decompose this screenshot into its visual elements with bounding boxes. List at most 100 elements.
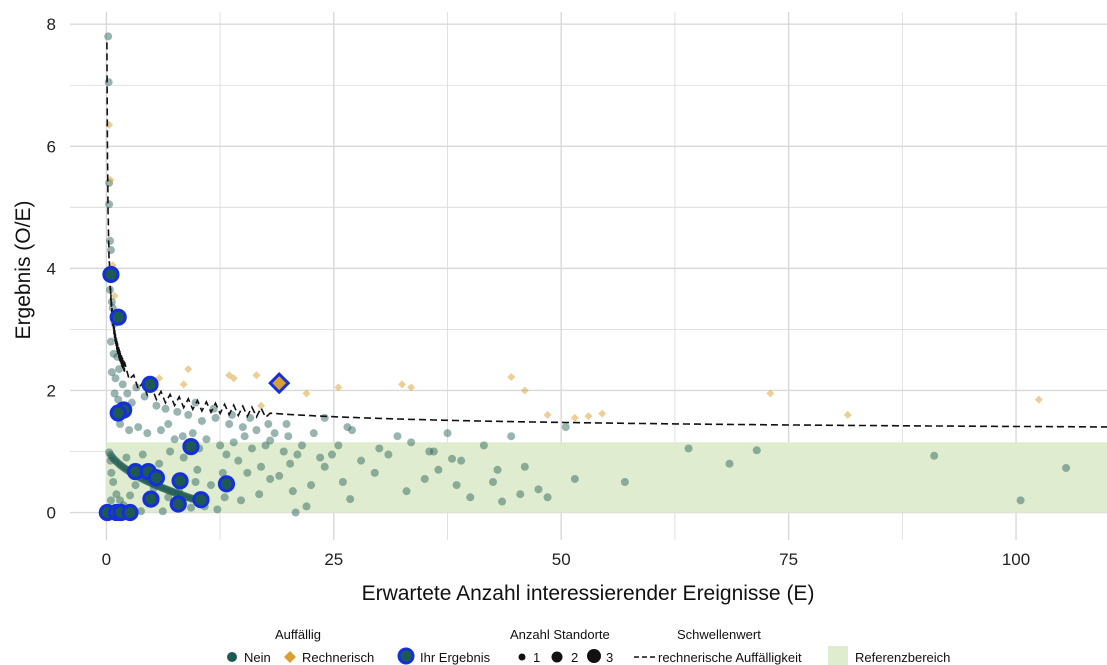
point-nein (620, 478, 629, 487)
point-nein (184, 410, 193, 419)
point-nein (370, 468, 379, 477)
point-nein (266, 436, 275, 445)
y-tick-label: 8 (47, 15, 56, 34)
x-axis-title: Erwartete Anzahl interessierender Ereign… (362, 582, 815, 605)
x-tick-label: 0 (102, 550, 111, 569)
x-tick-label: 75 (779, 550, 798, 569)
point-nein (561, 423, 570, 432)
point-nein (108, 452, 117, 461)
point-rechnerisch (570, 413, 579, 422)
point-nein (106, 456, 115, 465)
reference-area-layer (106, 442, 1107, 513)
point-nein (106, 450, 115, 459)
point-nein (170, 488, 179, 497)
point-nein (507, 432, 516, 441)
point-nein (143, 429, 152, 438)
point-ihr-ergebnis-rechnerisch (268, 372, 291, 395)
legend-key-ihr-ergebnis (397, 647, 415, 665)
point-nein (115, 365, 124, 374)
point-nein (164, 493, 173, 502)
point-nein (282, 420, 291, 429)
point-ihr-ergebnis (121, 503, 139, 522)
point-nein (252, 426, 261, 435)
point-nein (211, 413, 220, 422)
point-nein (136, 507, 145, 516)
point-nein (725, 459, 734, 468)
point-nein (213, 505, 222, 514)
point-nein (122, 453, 131, 462)
point-nein (106, 236, 115, 245)
point-nein (407, 438, 416, 447)
point-rechnerisch (334, 383, 343, 392)
point-nein (138, 450, 147, 459)
legend-label-ihr-ergebnis: Ihr Ergebnis (420, 650, 491, 665)
point-nein (166, 486, 175, 495)
point-rechnerisch (229, 374, 238, 383)
point-nein (229, 438, 238, 447)
point-nein (164, 486, 173, 495)
point-nein (261, 441, 270, 450)
point-rechnerisch (257, 401, 266, 410)
point-nein (375, 444, 384, 453)
x-tick-label: 25 (324, 550, 343, 569)
point-nein (320, 413, 329, 422)
point-nein (191, 478, 200, 487)
point-nein (1016, 496, 1025, 505)
legend-key-size-2 (551, 651, 563, 663)
data-points (104, 32, 1071, 517)
point-nein (452, 481, 461, 490)
point-nein (516, 490, 525, 499)
y-tick-label: 2 (47, 381, 56, 400)
point-nein (420, 474, 429, 483)
point-nein (161, 404, 170, 413)
point-nein (498, 497, 507, 506)
point-nein (393, 432, 402, 441)
point-nein (425, 447, 434, 456)
point-nein (188, 429, 197, 438)
point-ihr-ergebnis (217, 475, 236, 493)
point-rechnerisch (110, 291, 119, 300)
point-rechnerisch (252, 371, 261, 380)
point-nein (218, 468, 227, 477)
legend-label-threshold-line: rechnerische Auffälligkeit (658, 650, 802, 665)
point-nein (570, 474, 579, 483)
point-nein (297, 441, 306, 450)
point-nein (284, 432, 293, 441)
point-nein (488, 478, 497, 487)
point-nein (307, 481, 316, 490)
point-nein (106, 496, 115, 505)
point-rechnerisch (398, 380, 407, 389)
point-nein (493, 465, 502, 474)
point-nein (114, 395, 123, 404)
point-nein (466, 493, 475, 502)
point-nein (264, 420, 273, 429)
point-nein (119, 463, 128, 472)
point-nein (164, 420, 173, 429)
point-nein (225, 420, 234, 429)
point-rechnerisch (407, 383, 416, 392)
point-ihr-ergebnis (192, 491, 210, 509)
point-nein (238, 423, 247, 432)
point-rechnerisch (584, 412, 593, 421)
point-nein (134, 423, 143, 432)
legend-label-referenzbereich: Referenzbereich (855, 650, 950, 665)
point-nein (115, 460, 124, 469)
point-nein (109, 454, 118, 463)
point-ihr-ergebnis (182, 438, 200, 456)
point-nein (105, 448, 114, 457)
point-nein (163, 485, 172, 494)
point-nein (116, 461, 125, 470)
legend-key-size-3 (587, 649, 601, 663)
point-ihr-ergebnis (169, 495, 187, 513)
point-nein (170, 435, 179, 444)
point-nein (443, 429, 452, 438)
point-nein (104, 78, 113, 87)
point-nein (152, 401, 161, 410)
point-rechnerisch (179, 380, 188, 389)
legend-key-rechnerisch (284, 651, 296, 663)
point-nein (126, 491, 135, 500)
point-nein (118, 380, 127, 389)
point-nein (112, 490, 121, 499)
point-ihr-ergebnis (171, 472, 189, 490)
